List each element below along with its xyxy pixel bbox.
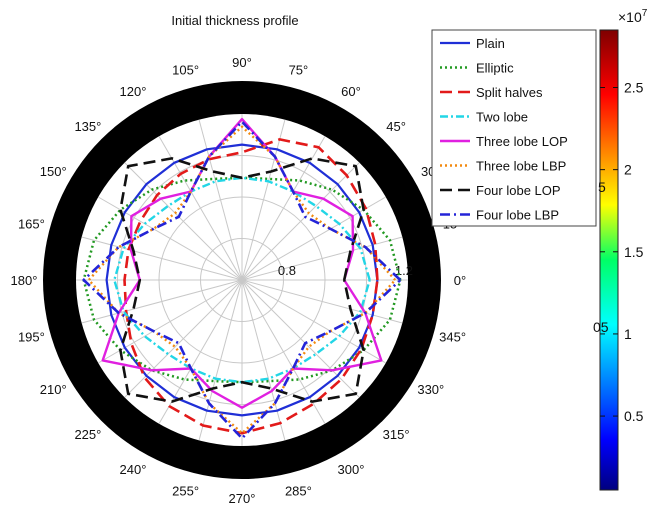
angle-tick-label: 255° [172,484,199,499]
grid-spoke [97,196,243,281]
angle-tick-label: 345° [439,329,466,344]
angle-tick-label: 270° [229,491,256,506]
grid-spoke [97,279,243,364]
polar-plot: 0.81.2 0°15°30°45°60°75°90°105°120°135°1… [11,55,467,506]
angle-tick-label: 105° [172,62,199,77]
series-group [82,117,402,440]
colorbar-tick-label: 2.5 [624,80,644,96]
angle-tick-label: 300° [338,462,365,477]
series-line [119,157,365,403]
legend-label: Four lobe LOP [476,183,561,198]
colorbar-tick-label: 0.5 [624,408,644,424]
angle-tick-label: 315° [383,427,410,442]
angle-tick-label: 330° [417,382,444,397]
colorbar-exponent: ×107 [618,8,648,25]
grid-spoke [241,162,360,281]
angle-tick-label: 120° [120,84,147,99]
angle-tick-label: 135° [74,119,101,134]
grid-spoke [198,119,243,281]
angle-tick-label: 195° [18,329,45,344]
legend: Plain Elliptic Split halves Two lobe Three l… [431,29,597,227]
grid-spoke [241,279,326,425]
radial-tick-labels: 0.8 1.2 [278,263,413,278]
grid-spoke [241,279,360,398]
angle-tick-label: 45° [386,119,406,134]
colorbar-tick-label: 2 [624,162,632,178]
grid-spoke [241,135,326,281]
series-line [105,143,379,417]
chart-title: Initial thickness profile [171,13,298,28]
angle-tick-label: 180° [11,273,38,288]
grid-spoke [124,162,243,281]
angle-tick-labels: 0°15°30°45°60°75°90°105°120°135°150°165°… [11,55,467,506]
grid-spoke [241,196,387,281]
colorbar-gradient [599,29,619,491]
grid-spoke [241,279,403,324]
colorbar-tick-label: 1 [624,326,632,342]
legend-label: Plain [476,36,505,51]
grid-spoke [158,135,243,281]
series-line [82,120,402,440]
colorbar-ticks: 0.5 1 1.5 2 2.5 [600,80,644,424]
legend-label: Three lobe LOP [476,134,568,149]
grid-spoke [124,279,243,398]
legend-label: Three lobe LBP [476,159,566,174]
colorbar-stray-label: 5 [598,179,606,195]
angle-tick-label: 150° [40,164,67,179]
legend-box [431,29,597,227]
radial-tick-label: 0.8 [278,263,296,278]
grid-spoke [81,279,243,324]
grid-spoke [241,236,403,281]
angle-tick-label: 75° [289,62,309,77]
angle-tick-label: 210° [40,382,67,397]
grid-spoke [241,119,286,281]
angle-tick-label: 165° [18,217,45,232]
series-line [123,138,379,435]
colorbar-tick-label: 1.5 [624,244,644,260]
grid-spoke [198,279,243,441]
grid-spoke [241,279,286,441]
polar-grid [76,114,408,446]
angle-tick-label: 90° [232,55,252,70]
angle-tick-label: 0° [454,273,466,288]
angle-tick-label: 225° [74,427,101,442]
colorbar: 0.5 1 1.5 2 2.5 ×107 5 05 [593,8,648,491]
grid-spoke [241,279,387,364]
legend-items: Plain Elliptic Split halves Two lobe Three l… [440,36,568,223]
angle-tick-label: 240° [120,462,147,477]
legend-label: Four lobe LBP [476,208,559,223]
legend-label: Split halves [476,85,543,100]
grid-spoke [158,279,243,425]
angle-tick-label: 60° [341,84,361,99]
grid-spoke [81,236,243,281]
legend-label: Two lobe [476,110,528,125]
angle-tick-label: 285° [285,484,312,499]
colorbar-stray-label: 05 [593,319,609,335]
legend-label: Elliptic [476,61,514,76]
